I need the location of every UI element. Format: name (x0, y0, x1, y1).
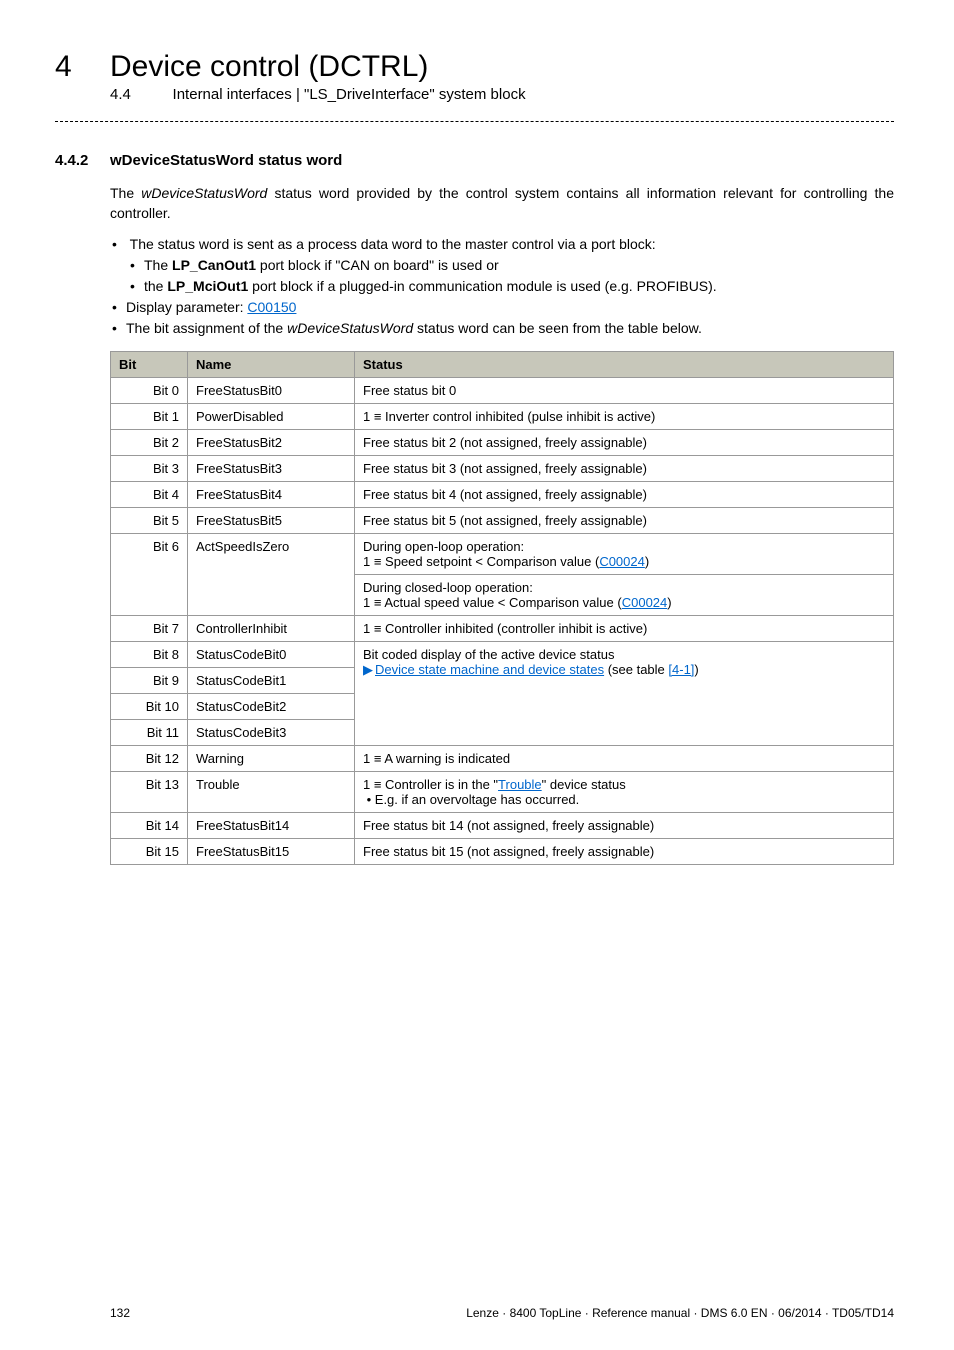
intro-paragraph: The wDeviceStatusWord status word provid… (110, 183, 894, 224)
table-row: Bit 4FreeStatusBit4Free status bit 4 (no… (111, 481, 894, 507)
link-table-4-1[interactable]: [4-1] (668, 662, 694, 677)
page-number: 132 (110, 1306, 130, 1320)
table-row: Bit 12Warning1 ≡ A warning is indicated (111, 745, 894, 771)
section-number: 4.4.2 (55, 152, 110, 169)
table-row: Bit 1PowerDisabled1 ≡ Inverter control i… (111, 403, 894, 429)
table-header-row: Bit Name Status (111, 351, 894, 377)
chapter-number: 4 (55, 50, 110, 84)
link-c00150[interactable]: C00150 (247, 299, 296, 315)
table-row: Bit 7ControllerInhibit1 ≡ Controller inh… (111, 615, 894, 641)
table-row: Bit 5FreeStatusBit5Free status bit 5 (no… (111, 507, 894, 533)
triangle-icon: ▶ (363, 662, 373, 677)
list-item: The LP_CanOut1 port block if "CAN on boa… (144, 255, 894, 276)
chapter-subtitle: 4.4 Internal interfaces | "LS_DriveInter… (110, 86, 894, 103)
table-row: Bit 14FreeStatusBit14Free status bit 14 … (111, 812, 894, 838)
intro-list: The status word is sent as a process dat… (110, 234, 894, 339)
footer-text: Lenze · 8400 TopLine · Reference manual … (466, 1306, 894, 1320)
divider (55, 121, 894, 122)
link-c00024[interactable]: C00024 (599, 554, 645, 569)
list-item: The bit assignment of the wDeviceStatusW… (126, 318, 894, 339)
bit-assignment-table: Bit Name Status Bit 0FreeStatusBit0Free … (110, 351, 894, 865)
col-header-bit: Bit (111, 351, 188, 377)
section-title: wDeviceStatusWord status word (110, 152, 342, 169)
list-item: Display parameter: C00150 (126, 297, 894, 318)
table-row: Bit 2FreeStatusBit2Free status bit 2 (no… (111, 429, 894, 455)
table-row: Bit 0FreeStatusBit0Free status bit 0 (111, 377, 894, 403)
page-footer: 132 Lenze · 8400 TopLine · Reference man… (0, 1306, 954, 1320)
section-header: 4.4.2 wDeviceStatusWord status word (55, 152, 894, 169)
table-row: Bit 6 ActSpeedIsZero During open-loop op… (111, 533, 894, 574)
table-row: Bit 15FreeStatusBit15Free status bit 15 … (111, 838, 894, 864)
list-item: the LP_MciOut1 port block if a plugged-i… (144, 276, 894, 297)
table-row: Bit 13 Trouble 1 ≡ Controller is in the … (111, 771, 894, 812)
table-row: Bit 8 StatusCodeBit0 Bit coded display o… (111, 641, 894, 667)
col-header-name: Name (188, 351, 355, 377)
link-device-state[interactable]: Device state machine and device states (375, 662, 604, 677)
link-c00024[interactable]: C00024 (622, 595, 668, 610)
chapter-title: Device control (DCTRL) (110, 50, 428, 84)
link-trouble[interactable]: Trouble (498, 777, 542, 792)
list-item: The status word is sent as a process dat… (126, 234, 894, 297)
page-header: 4 Device control (DCTRL) (55, 50, 894, 84)
table-row: Bit 3FreeStatusBit3Free status bit 3 (no… (111, 455, 894, 481)
col-header-status: Status (355, 351, 894, 377)
